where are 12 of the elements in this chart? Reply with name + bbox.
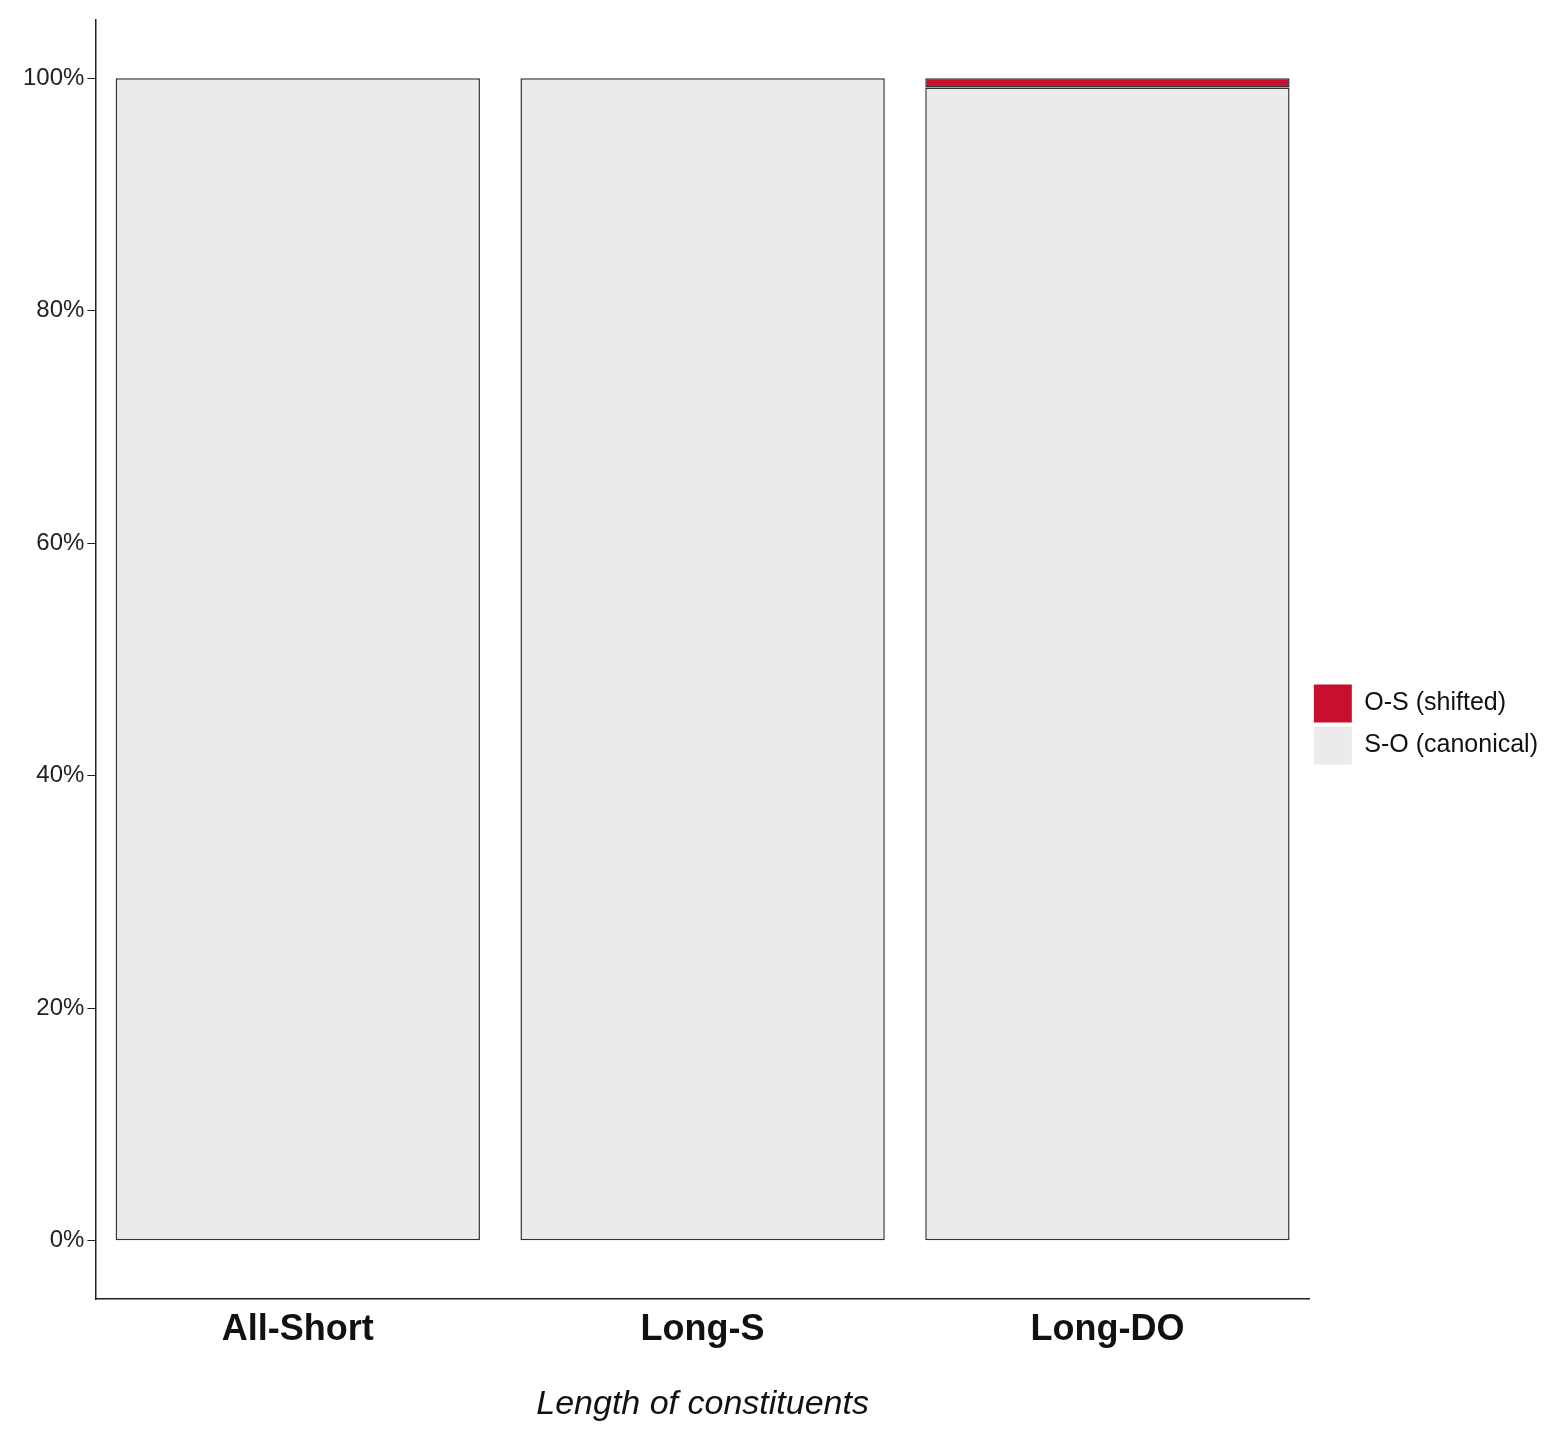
y-tick-label: 100% [22,62,85,90]
y-tick-label: 40% [36,760,85,788]
x-tick-label: Long-DO [1030,1306,1185,1348]
y-tick-label: 20% [36,992,85,1020]
x-tick-label: Long-S [640,1306,765,1348]
legend-label: O-S (shifted) [1364,687,1507,716]
y-tick-label: 0% [49,1225,85,1253]
x-axis-title: Length of constituents [536,1383,869,1422]
legend-label: S-O (canonical) [1364,729,1538,758]
x-tick-label: All-Short [221,1306,374,1348]
y-tick-label: 60% [36,527,85,555]
y-tick-label: 80% [36,295,85,323]
